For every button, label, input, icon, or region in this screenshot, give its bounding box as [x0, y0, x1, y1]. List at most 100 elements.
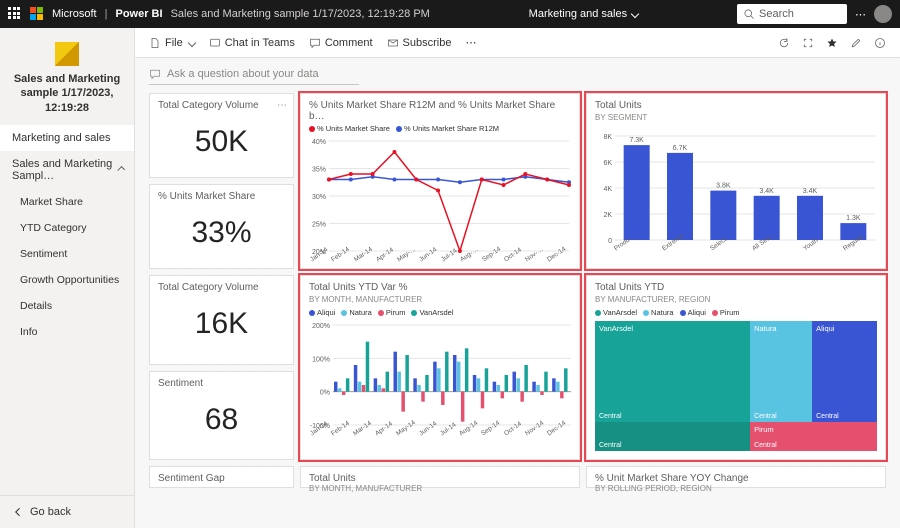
treemap-cell-pirum: PirumCentral [750, 422, 877, 451]
user-avatar[interactable] [874, 5, 892, 23]
file-label: File [165, 37, 183, 49]
tile-title: Sentiment [150, 372, 293, 391]
comment-icon [309, 37, 321, 49]
teams-icon [209, 37, 221, 49]
svg-text:6.7K: 6.7K [673, 145, 688, 152]
tile-title: Total Units [587, 94, 885, 113]
tile-title: Total Units [301, 467, 579, 484]
tile-units-market-share[interactable]: % Units Market Share 33% [149, 184, 294, 269]
bar-chart-svg: 02K4K6K8K7.3K6.7K3.8K3.4K3.4K1.3K [591, 126, 881, 246]
x-axis-labels: Jan-14Feb-14Mar-14Apr-14May-…Jun-14Jul-1… [301, 257, 579, 268]
svg-text:40%: 40% [312, 139, 326, 146]
chat-teams-button[interactable]: Chat in Teams [209, 37, 295, 49]
chart-legend: VanArsdelNaturaAliquiPirum [587, 308, 885, 321]
tile-sentiment-gap[interactable]: Sentiment Gap [149, 466, 294, 488]
tile-title: Total Units YTD [587, 276, 885, 295]
nav-label: Sales and Marketing Sampl… [12, 158, 117, 182]
tile-market-share-line-chart[interactable]: % Units Market Share R12M and % Units Ma… [300, 93, 580, 269]
comment-label: Comment [325, 37, 373, 49]
tile-total-units-bar-chart[interactable]: Total Units BY SEGMENT 02K4K6K8K7.3K6.7K… [586, 93, 886, 269]
search-placeholder: Search [759, 8, 794, 20]
favorite-star-icon[interactable] [826, 37, 838, 49]
back-arrow-icon [12, 506, 24, 518]
svg-text:25%: 25% [312, 222, 326, 229]
treemap-cell-vanarsdel2: Central [595, 422, 750, 451]
tile-sentiment[interactable]: Sentiment 68 [149, 371, 294, 461]
grouped-bar-svg: -100%0%100%200% [305, 321, 575, 431]
nav-market-share[interactable]: Market Share [0, 189, 134, 215]
doc-title: Sales and Marketing sample 1/17/2023, 12… [171, 8, 430, 20]
nav-ytd-category[interactable]: YTD Category [0, 215, 134, 241]
svg-text:3.4K: 3.4K [803, 188, 818, 195]
svg-text:2K: 2K [603, 212, 612, 219]
svg-text:0%: 0% [320, 390, 330, 397]
info-icon[interactable] [874, 37, 886, 49]
fullscreen-icon[interactable] [802, 37, 814, 49]
chat-label: Chat in Teams [225, 37, 295, 49]
treemap-body: VanArsdelCentral NaturaCentral AliquiCen… [595, 321, 877, 451]
nav-sales-marketing-sample[interactable]: Sales and Marketing Sampl… [0, 151, 134, 189]
file-menu[interactable]: File [149, 37, 195, 49]
search-icon [743, 8, 755, 20]
edit-pencil-icon[interactable] [850, 37, 862, 49]
powerbi-app-icon [55, 42, 79, 66]
app-launcher-icon[interactable] [8, 7, 22, 21]
x-axis-labels: Produ…ExtremeSelectAll Sea…YouthRegular [587, 246, 885, 257]
go-back-label: Go back [30, 506, 71, 518]
nav-marketing-and-sales[interactable]: Marketing and sales [0, 125, 134, 151]
brand-powerbi: Power BI [115, 8, 162, 20]
svg-text:7.3K: 7.3K [629, 137, 644, 144]
treemap-cell-natura: NaturaCentral [750, 321, 812, 422]
tile-total-units-bottom[interactable]: Total Units BY MONTH, MANUFACTURER [300, 466, 580, 488]
microsoft-logo-icon [30, 7, 44, 21]
search-input[interactable]: Search [737, 4, 847, 24]
tile-value: 50K [150, 113, 293, 175]
nav-sidebar: Sales and Marketing sample 1/17/2023, 12… [0, 28, 135, 528]
tile-total-units-ytd-treemap[interactable]: Total Units YTD BY MANUFACTURER, REGION … [586, 275, 886, 460]
subscribe-button[interactable]: Subscribe [387, 37, 452, 49]
svg-text:100%: 100% [312, 356, 330, 363]
tile-title: Sentiment Gap [150, 467, 293, 486]
tile-total-category-volume-16k[interactable]: Total Category Volume 16K [149, 275, 294, 365]
tile-title: Total Category Volume [150, 276, 293, 295]
line-chart-svg: 20%25%30%35%40% [305, 137, 575, 257]
svg-text:6K: 6K [603, 160, 612, 167]
treemap-cell-aliqui: AliquiCentral [812, 321, 877, 422]
nav-info[interactable]: Info [0, 319, 134, 345]
workspace-dropdown-label: Marketing and sales [529, 8, 627, 20]
workspace-dropdown[interactable]: Marketing and sales [529, 8, 639, 20]
tile-subtitle: BY SEGMENT [587, 113, 885, 126]
refresh-icon[interactable] [778, 37, 790, 49]
svg-text:4K: 4K [603, 186, 612, 193]
comment-button[interactable]: Comment [309, 37, 373, 49]
app-title: Sales and Marketing sample 1/17/2023, 12… [0, 72, 134, 125]
chat-bubble-icon [149, 68, 161, 80]
dashboard-canvas: File Chat in Teams Comment Subscribe ⋯ [135, 28, 900, 528]
file-icon [149, 37, 161, 49]
svg-text:3.8K: 3.8K [716, 183, 731, 190]
tile-more-icon[interactable]: ⋯ [277, 100, 287, 111]
tile-subtitle: BY MANUFACTURER, REGION [587, 295, 885, 308]
subscribe-label: Subscribe [403, 37, 452, 49]
tile-subtitle: BY MONTH, MANUFACTURER [301, 484, 579, 497]
chart-legend: AliquiNaturaPirumVanArsdel [301, 308, 579, 321]
tile-title: Total Category Volume [150, 94, 293, 113]
dashboard-actionbar: File Chat in Teams Comment Subscribe ⋯ [135, 28, 900, 58]
header-more-icon[interactable]: ⋯ [855, 8, 866, 21]
tile-title: Total Units YTD Var % [301, 276, 579, 295]
qna-input[interactable]: Ask a question about your data [149, 68, 359, 85]
tile-total-category-volume-50k[interactable]: Total Category Volume ⋯ 50K [149, 93, 294, 178]
go-back-button[interactable]: Go back [0, 495, 134, 528]
nav-sentiment[interactable]: Sentiment [0, 241, 134, 267]
nav-growth-opportunities[interactable]: Growth Opportunities [0, 267, 134, 293]
qna-placeholder: Ask a question about your data [167, 68, 319, 80]
tile-yoy-change[interactable]: % Unit Market Share YOY Change BY ROLLIN… [586, 466, 886, 488]
tile-subtitle: BY MONTH, MANUFACTURER [301, 295, 579, 308]
svg-text:30%: 30% [312, 194, 326, 201]
actionbar-more[interactable]: ⋯ [465, 36, 476, 49]
svg-text:1.3K: 1.3K [846, 215, 861, 222]
nav-label: Marketing and sales [12, 132, 110, 144]
tile-ytd-var-chart[interactable]: Total Units YTD Var % BY MONTH, MANUFACT… [300, 275, 580, 460]
x-axis-labels: Jan-14Feb-14Mar-14Apr-14May-14Jun-14Jul-… [301, 431, 579, 442]
nav-details[interactable]: Details [0, 293, 134, 319]
